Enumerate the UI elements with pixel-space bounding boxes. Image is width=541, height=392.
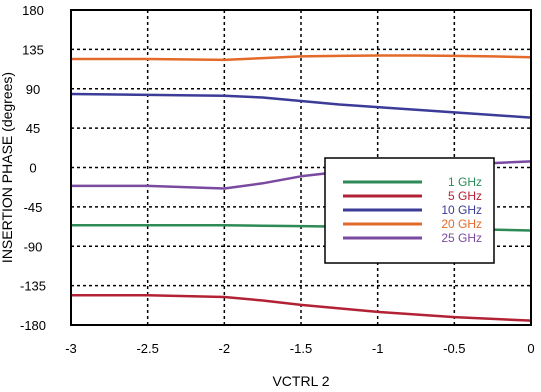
x-tick-label: -1.5 bbox=[290, 341, 312, 356]
y-tick-label: 90 bbox=[26, 82, 40, 97]
x-axis-label: VCTRL 2 bbox=[272, 373, 329, 389]
y-axis-label: INSERTION PHASE (degrees) bbox=[0, 72, 15, 263]
legend-label-10-ghz: 10 GHz bbox=[441, 203, 482, 217]
y-tick-labels: 180 135 90 45 0 -45 -90 -135 -180 bbox=[20, 3, 46, 333]
legend-label-20-ghz: 20 GHz bbox=[441, 217, 482, 231]
series-line-20-ghz bbox=[71, 54, 532, 62]
x-tick-label: -2 bbox=[219, 341, 231, 356]
x-tick-label: -1 bbox=[372, 341, 384, 356]
y-tick-label: -45 bbox=[24, 200, 43, 215]
legend-label-1-ghz: 1 GHz bbox=[448, 175, 482, 189]
x-tick-labels: -3 -2.5 -2 -1.5 -1 -0.5 0 bbox=[65, 341, 534, 356]
y-tick-label: 45 bbox=[26, 121, 40, 136]
y-tick-label: 180 bbox=[22, 3, 44, 18]
y-tick-label: -90 bbox=[24, 239, 43, 254]
series-line-5-ghz bbox=[71, 294, 532, 322]
y-tick-label: 135 bbox=[22, 42, 44, 57]
y-tick-label: -180 bbox=[20, 318, 46, 333]
legend-label-5-ghz: 5 GHz bbox=[448, 189, 482, 203]
x-tick-label: 0 bbox=[527, 341, 534, 356]
legend-label-25-ghz: 25 GHz bbox=[441, 231, 482, 245]
y-tick-label: 0 bbox=[29, 161, 36, 176]
x-tick-label: -3 bbox=[65, 341, 77, 356]
series-line-10-ghz bbox=[70, 92, 532, 119]
x-tick-label: -0.5 bbox=[443, 341, 465, 356]
y-tick-label: -135 bbox=[20, 279, 46, 294]
plot-frame bbox=[70, 9, 532, 326]
x-tick-label: -2.5 bbox=[136, 341, 158, 356]
